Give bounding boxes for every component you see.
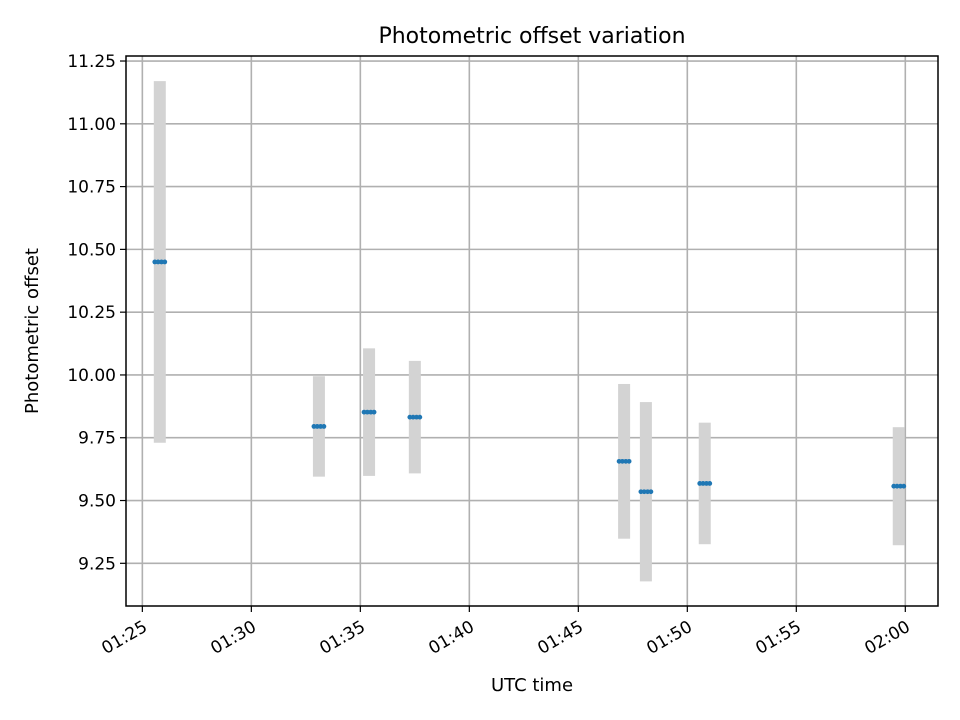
data-point-marker: [623, 458, 629, 464]
x-tick-label: 01:25: [98, 617, 150, 659]
x-tick-label: 01:55: [752, 617, 804, 659]
y-tick-label: 11.25: [67, 52, 116, 72]
x-axis-ticks: 01:25 01:30 01:35 01:40 01:45 01:50 01:55 02:00: [98, 606, 914, 659]
y-tick-label: 10.50: [67, 240, 116, 260]
data-markers: [152, 259, 907, 495]
data-point-marker: [638, 489, 644, 495]
y-tick-label: 9.50: [78, 492, 116, 512]
plot-frame: [125, 55, 939, 607]
data-point-marker: [704, 481, 709, 486]
y-tick-label: 9.75: [78, 429, 116, 449]
y-tick-label: 9.25: [78, 554, 116, 574]
grid-lines: [126, 56, 938, 606]
data-point: [638, 489, 654, 495]
x-tick-label: 01:50: [643, 617, 695, 659]
x-tick-label: 01:30: [207, 617, 259, 659]
data-point-marker: [361, 409, 367, 415]
data-point-marker: [410, 414, 416, 420]
x-axis-label: UTC time: [491, 675, 573, 696]
data-point: [891, 483, 907, 489]
data-point-marker: [707, 481, 713, 486]
data-point-marker: [318, 424, 324, 429]
data-point-marker: [626, 458, 632, 464]
data-point-marker: [371, 409, 377, 415]
data-point-marker: [162, 259, 168, 265]
data-point-marker: [898, 483, 903, 489]
data-point-marker: [891, 483, 897, 489]
data-point: [616, 458, 632, 464]
data-point: [311, 424, 327, 429]
data-point-marker: [641, 489, 647, 495]
data-point-marker: [894, 483, 900, 489]
data-point-marker: [321, 424, 327, 429]
x-tick-label: 01:45: [534, 617, 586, 659]
x-tick-label: 02:00: [861, 617, 913, 659]
error-bars: [153, 81, 905, 582]
data-point-marker: [414, 414, 419, 420]
y-tick-label: 11.00: [67, 115, 116, 135]
y-tick-label: 10.75: [67, 178, 116, 198]
data-point-marker: [901, 483, 907, 489]
data-point-marker: [700, 481, 706, 486]
data-point-marker: [648, 489, 654, 495]
data-point: [152, 259, 168, 265]
y-tick-label: 10.25: [67, 303, 116, 323]
y-tick-label: 10.00: [67, 366, 116, 386]
x-tick-label: 01:40: [425, 617, 477, 659]
data-point-marker: [616, 458, 622, 464]
data-point-marker: [155, 259, 161, 265]
data-point-marker: [619, 458, 625, 464]
data-point-marker: [697, 481, 703, 486]
chart-title: Photometric offset variation: [378, 24, 685, 49]
data-point-marker: [311, 424, 317, 429]
y-axis-ticks: 9.25 9.50 9.75 10.00 10.25 10.50 10.75 11.00 11.…: [67, 52, 126, 574]
data-point-marker: [645, 489, 650, 495]
data-point-marker: [159, 259, 164, 265]
data-point-marker: [368, 409, 374, 415]
data-point-marker: [407, 414, 413, 420]
y-axis-label: Photometric offset: [22, 248, 43, 414]
data-point-marker: [417, 414, 423, 420]
data-point-marker: [152, 259, 158, 265]
x-tick-label: 01:35: [316, 617, 368, 659]
data-point: [697, 481, 713, 486]
data-point-marker: [314, 424, 320, 429]
data-point: [361, 409, 377, 415]
data-point-marker: [364, 409, 370, 415]
data-point: [407, 414, 423, 420]
